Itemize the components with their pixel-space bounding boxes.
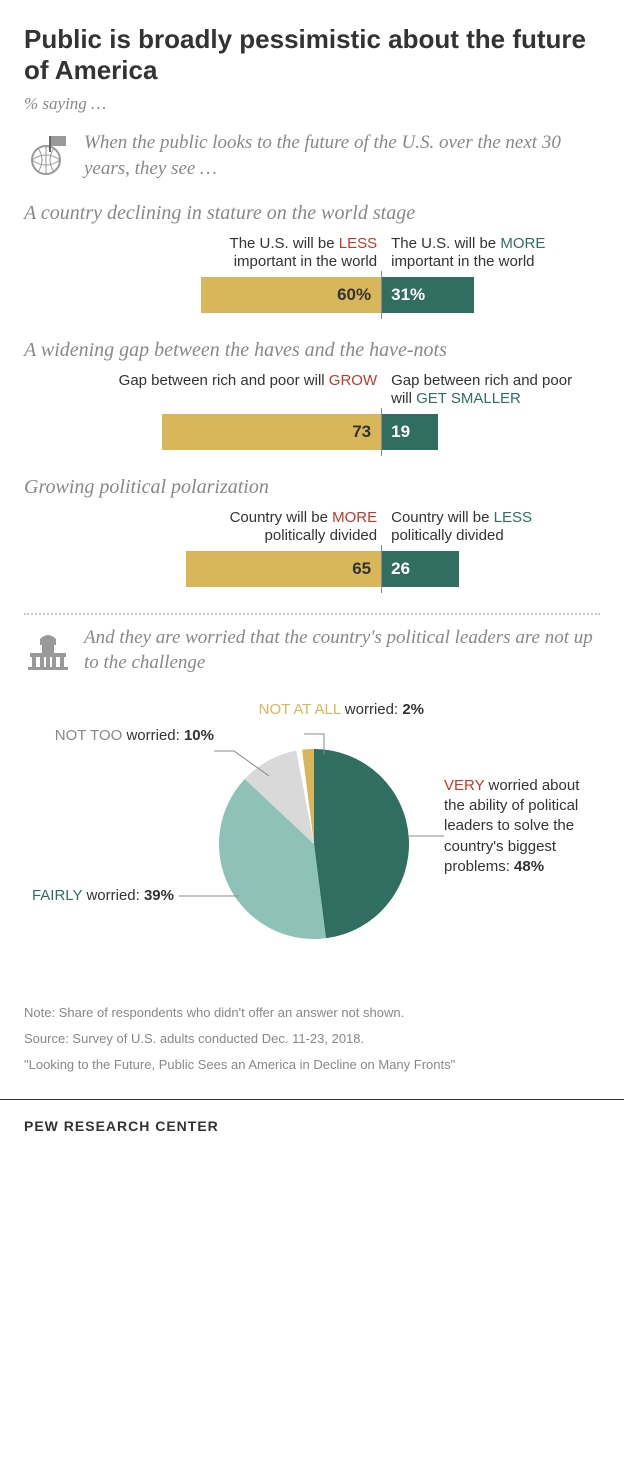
- pie-label-fairly: FAIRLY worried: 39%: [24, 886, 174, 906]
- bar-label-right: The U.S. will be MOREimportant in the wo…: [381, 235, 600, 277]
- section1-intro: When the public looks to the future of t…: [24, 130, 600, 181]
- bar-right: 19: [381, 414, 438, 450]
- bar-label-right: Country will be LESSpolitically divided: [381, 509, 600, 551]
- bar-left: 65: [186, 551, 381, 587]
- section1-intro-text: When the public looks to the future of t…: [84, 130, 600, 181]
- footnote-note: Note: Share of respondents who didn't of…: [24, 1004, 600, 1022]
- capitol-icon: [24, 625, 72, 673]
- bar-label-left: Gap between rich and poor will GROW: [24, 372, 381, 414]
- pie-label-nottoo: NOT TOO worried: 10%: [24, 726, 214, 746]
- bar-block-title: A widening gap between the haves and the…: [24, 339, 600, 362]
- bar-right: 26: [381, 551, 459, 587]
- bar-block: A country declining in stature on the wo…: [24, 202, 600, 313]
- bar-label-left: Country will be MOREpolitically divided: [24, 509, 381, 551]
- pie-slice: [314, 749, 409, 938]
- pie-label-very: VERY worried about the ability of politi…: [444, 776, 600, 877]
- bar-block: A widening gap between the haves and the…: [24, 339, 600, 450]
- page-subtitle: % saying …: [24, 94, 600, 114]
- footnote-report: "Looking to the Future, Public Sees an A…: [24, 1056, 600, 1074]
- bar-right: 31%: [381, 277, 474, 313]
- page-title: Public is broadly pessimistic about the …: [24, 24, 600, 86]
- bar-row: 6526: [24, 551, 600, 587]
- bar-left: 60%: [201, 277, 381, 313]
- pie-label-notatall: NOT AT ALL worried: 2%: [244, 700, 424, 720]
- bar-block: Growing political polarization Country wi…: [24, 476, 600, 587]
- pie-chart: [214, 744, 414, 944]
- bar-row: 60%31%: [24, 277, 600, 313]
- bar-label-right: Gap between rich and poor will GET SMALL…: [381, 372, 600, 414]
- footer-brand: PEW RESEARCH CENTER: [0, 1099, 624, 1152]
- pie-chart-area: NOT AT ALL worried: 2% NOT TOO worried: …: [24, 696, 600, 996]
- bar-left: 73: [162, 414, 381, 450]
- bar-label-left: The U.S. will be LESSimportant in the wo…: [24, 235, 381, 277]
- divider: [24, 613, 600, 615]
- globe-flag-icon: [24, 130, 72, 178]
- footnote-source: Source: Survey of U.S. adults conducted …: [24, 1030, 600, 1048]
- section2-intro-text: And they are worried that the country's …: [84, 625, 600, 676]
- section2-intro: And they are worried that the country's …: [24, 625, 600, 676]
- bar-row: 7319: [24, 414, 600, 450]
- bar-block-title: A country declining in stature on the wo…: [24, 202, 600, 225]
- bar-block-title: Growing political polarization: [24, 476, 600, 499]
